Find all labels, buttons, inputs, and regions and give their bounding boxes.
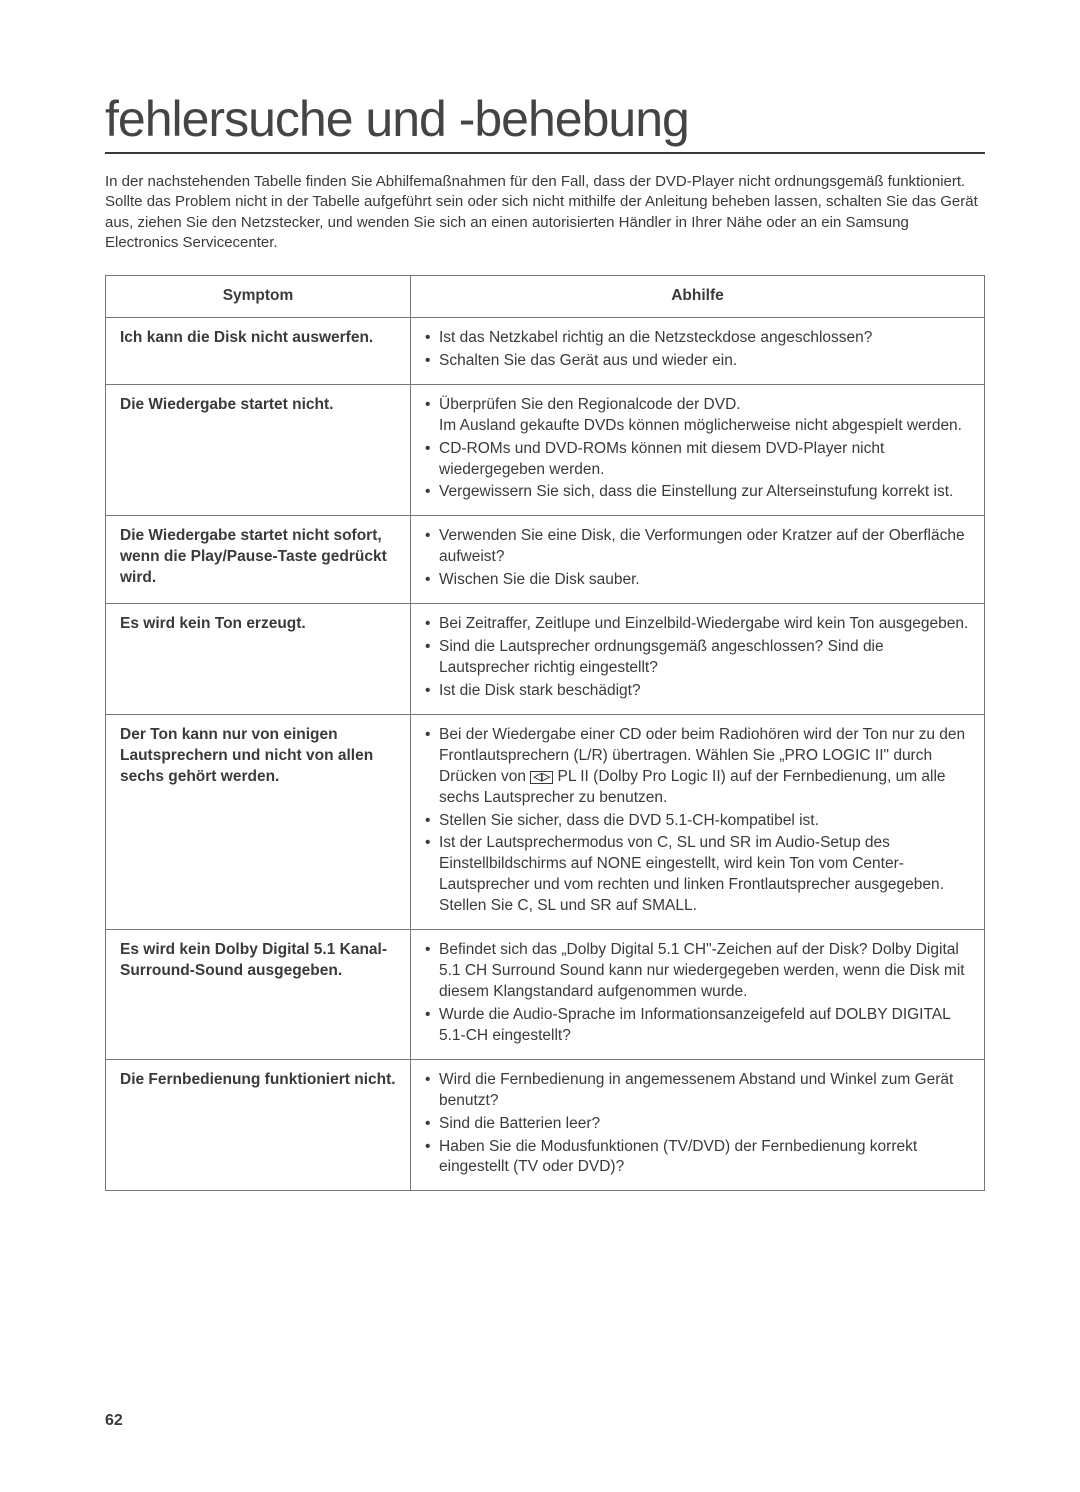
remedy-list: Wird die Fernbedienung in angemessenem A… [425,1070,970,1179]
remedy-item: Vergewissern Sie sich, dass die Einstell… [425,482,970,503]
remedy-cell: Befindet sich das „Dolby Digital 5.1 CH"… [411,930,985,1060]
page-title: fehlersuche und -behebung [105,90,985,154]
page-number: 62 [105,1412,123,1430]
remedy-list: Bei Zeitraffer, Zeitlupe und Einzelbild-… [425,614,970,702]
table-row: Der Ton kann nur von einigen Lautspreche… [106,714,985,929]
table-body: Ich kann die Disk nicht auswerfen. Ist da… [106,317,985,1190]
pl2-icon: ◁▷ [530,771,553,784]
remedy-cell: Bei Zeitraffer, Zeitlupe und Einzelbild-… [411,604,985,715]
remedy-item: Überprüfen Sie den Regionalcode der DVD.… [425,395,970,437]
remedy-list: Überprüfen Sie den Regionalcode der DVD.… [425,395,970,504]
remedy-cell: Verwenden Sie eine Disk, die Verformunge… [411,516,985,604]
remedy-item: Haben Sie die Modusfunktionen (TV/DVD) d… [425,1137,970,1179]
header-remedy: Abhilfe [411,276,985,318]
remedy-item: CD-ROMs und DVD-ROMs können mit diesem D… [425,439,970,481]
remedy-cell: Bei der Wiedergabe einer CD oder beim Ra… [411,714,985,929]
remedy-list: Verwenden Sie eine Disk, die Verformunge… [425,526,970,591]
remedy-cell: Überprüfen Sie den Regionalcode der DVD.… [411,384,985,516]
symptom-cell: Der Ton kann nur von einigen Lautspreche… [106,714,411,929]
document-page: fehlersuche und -behebung In der nachste… [0,0,1080,1231]
remedy-item: Stellen Sie sicher, dass die DVD 5.1-CH-… [425,811,970,832]
table-header-row: Symptom Abhilfe [106,276,985,318]
remedy-item: Bei Zeitraffer, Zeitlupe und Einzelbild-… [425,614,970,635]
intro-paragraph: In der nachstehenden Tabelle finden Sie … [105,172,985,253]
remedy-item: Ist der Lautsprechermodus von C, SL und … [425,833,970,917]
remedy-item: Wischen Sie die Disk sauber. [425,570,970,591]
remedy-item: Wird die Fernbedienung in angemessenem A… [425,1070,970,1112]
remedy-item: Befindet sich das „Dolby Digital 5.1 CH"… [425,940,970,1003]
remedy-cell: Wird die Fernbedienung in angemessenem A… [411,1059,985,1191]
remedy-item: Sind die Lautsprecher ordnungsgemäß ange… [425,637,970,679]
symptom-cell: Es wird kein Ton erzeugt. [106,604,411,715]
remedy-cell: Ist das Netzkabel richtig an die Netzste… [411,317,985,384]
symptom-cell: Die Wiedergabe startet nicht sofort, wen… [106,516,411,604]
remedy-item: Verwenden Sie eine Disk, die Verformunge… [425,526,970,568]
table-row: Die Wiedergabe startet nicht sofort, wen… [106,516,985,604]
table-row: Es wird kein Dolby Digital 5.1 Kanal-Sur… [106,930,985,1060]
remedy-item: Ist das Netzkabel richtig an die Netzste… [425,328,970,349]
table-row: Ich kann die Disk nicht auswerfen. Ist da… [106,317,985,384]
table-row: Die Fernbedienung funktioniert nicht. Wir… [106,1059,985,1191]
remedy-item: Schalten Sie das Gerät aus und wieder ei… [425,351,970,372]
table-row: Die Wiedergabe startet nicht. Überprüfen … [106,384,985,516]
remedy-item: Ist die Disk stark beschädigt? [425,681,970,702]
symptom-cell: Die Fernbedienung funktioniert nicht. [106,1059,411,1191]
troubleshooting-table: Symptom Abhilfe Ich kann die Disk nicht … [105,275,985,1191]
table-row: Es wird kein Ton erzeugt. Bei Zeitraffer,… [106,604,985,715]
symptom-cell: Die Wiedergabe startet nicht. [106,384,411,516]
remedy-list: Ist das Netzkabel richtig an die Netzste… [425,328,970,372]
remedy-list: Bei der Wiedergabe einer CD oder beim Ra… [425,725,970,917]
remedy-item: Bei der Wiedergabe einer CD oder beim Ra… [425,725,970,809]
remedy-item: Wurde die Audio-Sprache im Informationsa… [425,1005,970,1047]
header-symptom: Symptom [106,276,411,318]
symptom-cell: Ich kann die Disk nicht auswerfen. [106,317,411,384]
remedy-subline: Im Ausland gekaufte DVDs können mögliche… [439,416,970,437]
remedy-list: Befindet sich das „Dolby Digital 5.1 CH"… [425,940,970,1047]
remedy-item: Sind die Batterien leer? [425,1114,970,1135]
symptom-cell: Es wird kein Dolby Digital 5.1 Kanal-Sur… [106,930,411,1060]
